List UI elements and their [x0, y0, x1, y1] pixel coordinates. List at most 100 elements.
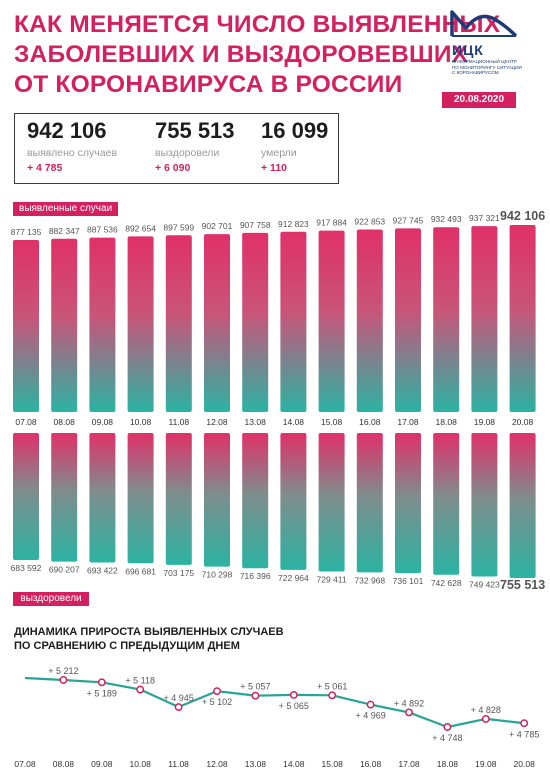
recovered-value-label: 693 422: [87, 565, 118, 575]
cases-value-label: 917 884: [316, 218, 347, 228]
recovered-bar: [127, 433, 154, 564]
recovered-value-label: 742 628: [431, 578, 462, 588]
cases-value-label: 882 347: [49, 226, 80, 236]
recovered-bar: [280, 433, 307, 570]
growth-date-label: 17.08: [398, 759, 420, 769]
stat-value: 942 106: [27, 118, 107, 143]
cases-bar: [204, 234, 230, 412]
recovered-bar: [433, 433, 460, 575]
growth-date-label: 12.08: [206, 759, 228, 769]
growth-date-label: 11.08: [168, 759, 189, 769]
cases-value-label: 922 853: [354, 216, 385, 226]
cases-date-label: 20.08: [512, 417, 534, 427]
growth-date-label: 07.08: [14, 759, 36, 769]
cases-value-label: 892 654: [125, 223, 156, 233]
recovered-bar: [318, 433, 345, 572]
cases-date-label: 19.08: [474, 417, 496, 427]
cases-bar: [356, 229, 383, 412]
stat-cases: 942 106 выявлено случаев + 4 785: [27, 118, 117, 175]
recovered-value-label: 710 298: [202, 570, 233, 580]
recovered-section-label: выздоровели: [13, 592, 89, 606]
cases-bar: [127, 236, 154, 412]
recovered-bar: [356, 433, 383, 573]
growth-point: [136, 685, 145, 694]
cases-bar: [13, 240, 39, 412]
growth-date-label: 20.08: [514, 759, 536, 769]
growth-point: [251, 691, 260, 700]
recovered-bar: [13, 433, 39, 560]
growth-line: [24, 676, 525, 729]
growth-point: [289, 690, 298, 699]
stat-label: выявлено случаев: [27, 147, 118, 159]
growth-date-label: 10.08: [130, 759, 152, 769]
title-line-1: КАК МЕНЯЕТСЯ ЧИСЛО ВЫЯВЛЕННЫХ: [14, 11, 501, 38]
recovered-bar: [165, 433, 192, 565]
page-title: КАК МЕНЯЕТСЯ ЧИСЛО ВЫЯВЛЕННЫХ ЗАБОЛЕВШИХ…: [14, 10, 500, 100]
recovered-value-label: 696 681: [125, 566, 156, 576]
stats-summary: 942 106 выявлено случаев + 4 785 755 513…: [14, 113, 339, 184]
title-line-3: ОТ КОРОНАВИРУСА В РОССИИ: [14, 71, 403, 98]
stat-recovered: 755 513 выздоровели + 6 090: [155, 118, 235, 175]
cases-bar-chart: 877 135 07.08 882 347 08.08 887 536 09.08 892 …: [11, 209, 546, 427]
stat-value: 755 513: [155, 118, 235, 143]
recovered-value-label: 729 411: [317, 574, 347, 584]
growth-date-label: 15.08: [322, 759, 344, 769]
cases-bar: [318, 230, 345, 412]
recovered-bar: [509, 433, 536, 578]
recovered-bar: [395, 433, 421, 574]
growth-value-label: + 5 189: [87, 688, 117, 698]
growth-date-label: 13.08: [245, 759, 267, 769]
recovered-bar: [471, 433, 498, 577]
growth-value-label: + 5 061: [317, 681, 347, 691]
recovered-bar: [204, 433, 230, 567]
recovered-bar: [242, 433, 269, 569]
growth-point: [481, 714, 490, 723]
logo-description: ИНФОРМАЦИОННЫЙ ЦЕНТР ПО МОНИТОРИНГУ СИТУ…: [452, 59, 542, 76]
growth-value-label: + 4 945: [163, 693, 193, 703]
recovered-value-label: 749 423: [469, 579, 500, 589]
cases-bar: [509, 225, 536, 412]
cases-date-label: 13.08: [245, 417, 267, 427]
growth-value-label: + 5 118: [125, 676, 155, 686]
recovered-value-label: 755 513: [500, 578, 545, 592]
logo-desc-line: ИНФОРМАЦИОННЫЙ ЦЕНТР: [452, 59, 517, 64]
stat-delta: + 4 785: [27, 162, 63, 174]
growth-point: [443, 723, 452, 731]
logo-desc-line: С КОРОНАВИРУСОМ: [452, 70, 499, 76]
cases-value-label: 897 599: [163, 222, 194, 232]
cases-value-label: 942 106: [500, 209, 545, 223]
cases-value-label: 907 758: [240, 220, 271, 230]
logo-abbreviation: ИЦК: [452, 42, 484, 58]
growth-date-label: 14.08: [283, 759, 305, 769]
growth-point: [405, 708, 413, 717]
cases-bar: [165, 235, 192, 412]
stat-label: выздоровели: [155, 147, 220, 159]
cases-date-label: 11.08: [168, 417, 189, 427]
recovered-value-label: 683 592: [11, 563, 42, 573]
growth-date-label: 18.08: [437, 759, 459, 769]
recovered-value-label: 732 968: [354, 575, 385, 585]
title-line-2: ЗАБОЛЕВШИХ И ВЫЗДОРОВЕВШИХ: [14, 41, 469, 68]
growth-value-label: + 4 785: [509, 729, 539, 739]
recovered-value-label: 722 964: [278, 573, 309, 583]
line-chart-title: ДИНАМИКА ПРИРОСТА ВЫЯВЛЕННЫХ СЛУЧАЕВ ПО …: [14, 625, 284, 653]
growth-point: [213, 687, 221, 696]
growth-point: [520, 719, 529, 728]
cases-date-label: 14.08: [283, 417, 305, 427]
cases-value-label: 932 493: [431, 214, 462, 224]
growth-date-label: 08.08: [53, 759, 75, 769]
growth-value-label: + 5 057: [240, 682, 270, 692]
growth-point: [366, 700, 375, 709]
stat-delta: + 110: [261, 162, 287, 174]
stat-value: 16 099: [261, 118, 329, 143]
recovered-value-label: 703 175: [163, 568, 194, 578]
cases-bar: [51, 238, 78, 412]
cases-value-label: 927 745: [393, 215, 424, 225]
cases-value-label: 937 321: [469, 213, 500, 223]
growth-date-label: 19.08: [475, 759, 497, 769]
stat-delta: + 6 090: [155, 162, 191, 174]
growth-date-label: 16.08: [360, 759, 382, 769]
daily-growth-line-chart: 07.08 + 5 212 08.08 + 5 189 09.08 + 5 118 10.0…: [14, 666, 539, 769]
